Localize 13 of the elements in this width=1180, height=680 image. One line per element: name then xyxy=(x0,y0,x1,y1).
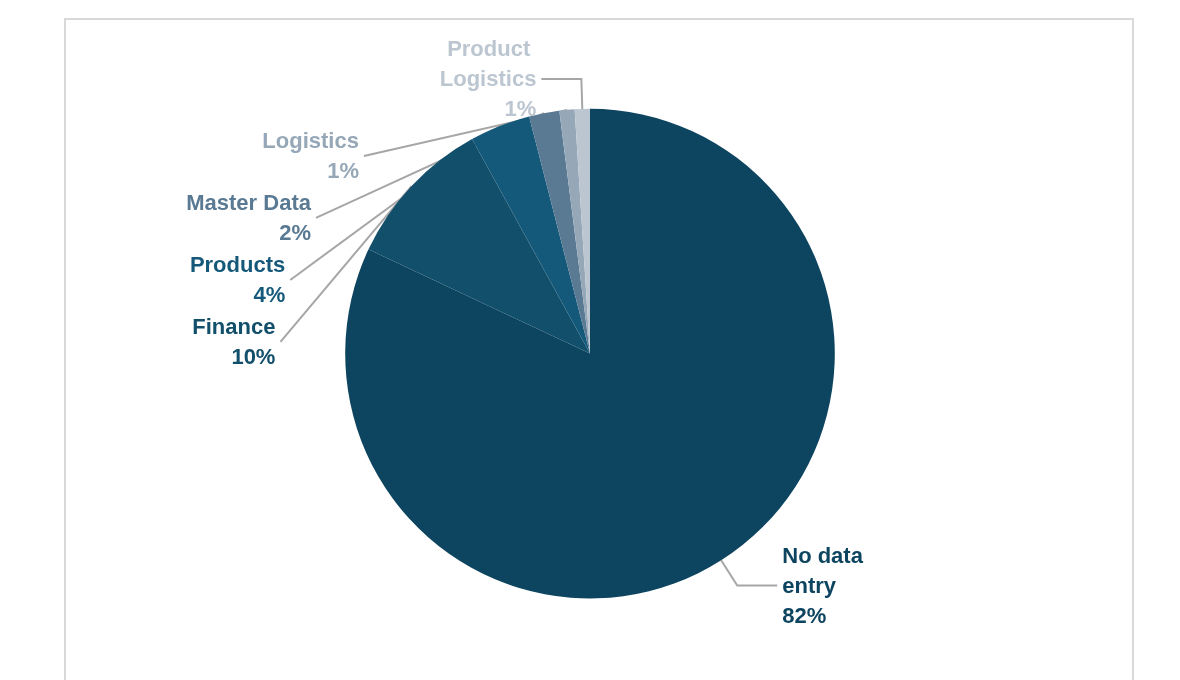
data-label: 1% xyxy=(327,158,359,184)
slice-label: Finance xyxy=(192,314,276,340)
slice-label: Logistics xyxy=(262,128,359,154)
data-label: 2% xyxy=(279,220,311,246)
category-label: Product xyxy=(447,36,531,62)
slice-label: Master Data xyxy=(186,190,312,216)
data-label: 4% xyxy=(253,282,286,308)
data-label: 82% xyxy=(782,603,827,629)
data-label: 10% xyxy=(231,344,276,370)
slice-label: Products xyxy=(189,252,286,278)
data-label: 1% xyxy=(504,96,537,122)
slice-label: Logistics xyxy=(439,66,537,92)
slice-label: No data entry xyxy=(782,543,870,599)
